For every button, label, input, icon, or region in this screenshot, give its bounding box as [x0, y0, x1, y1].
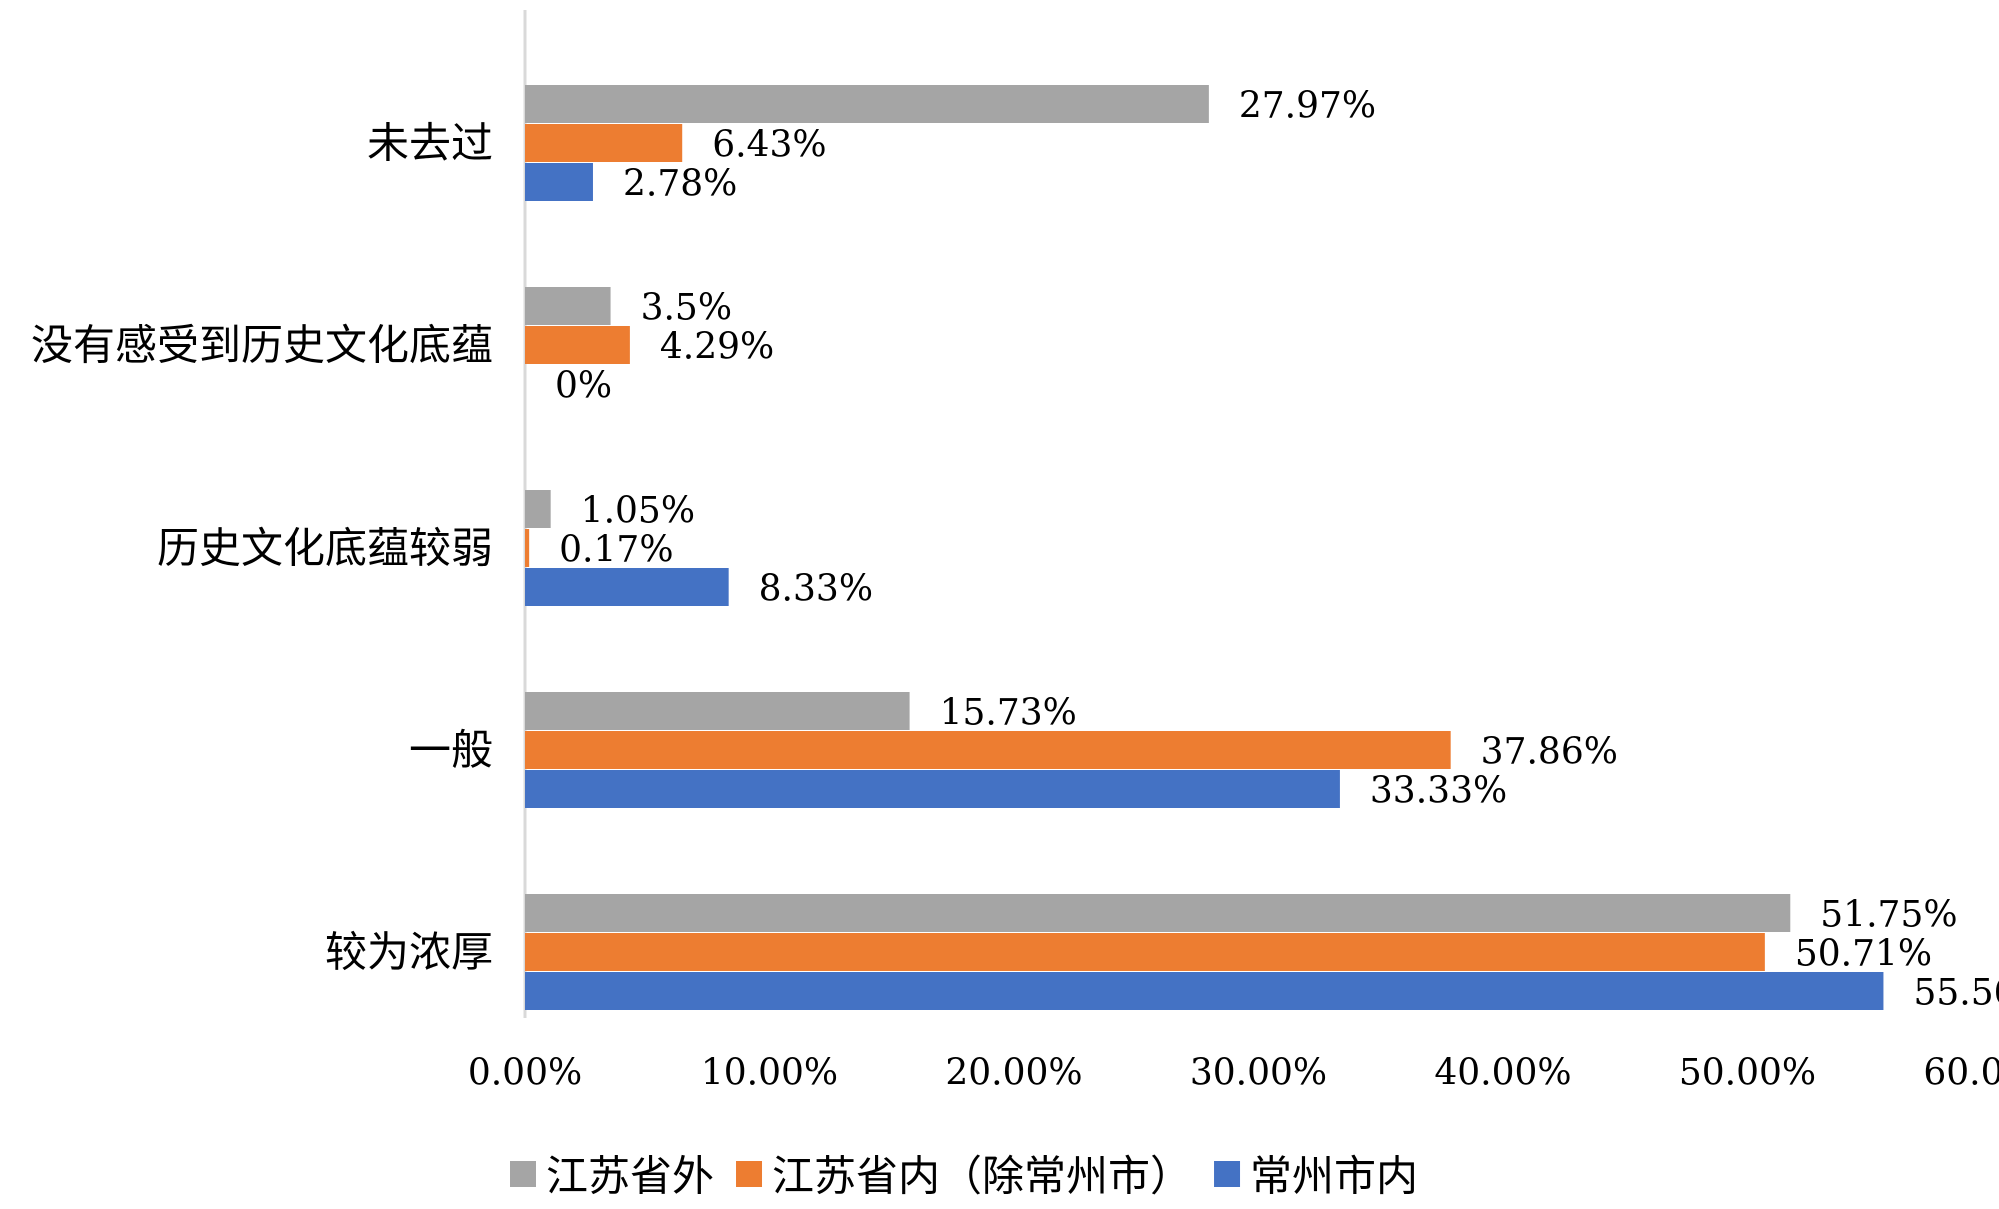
- category-label: 没有感受到历史文化底蕴: [31, 321, 493, 370]
- data-label: 3.5%: [641, 288, 732, 329]
- data-label: 4.29%: [660, 327, 774, 368]
- bar: [525, 933, 1765, 971]
- bar: [525, 972, 1884, 1010]
- category-label: 历史文化底蕴较弱: [157, 524, 493, 573]
- data-label: 8.33%: [759, 569, 873, 610]
- legend-label: 常州市内: [1250, 1152, 1418, 1201]
- bar: [525, 770, 1340, 808]
- data-label: 55.56%: [1913, 973, 1999, 1014]
- data-label: 50.71%: [1795, 934, 1932, 975]
- data-label: 6.43%: [712, 125, 826, 166]
- bar: [525, 529, 530, 567]
- data-labels-group: 27.97% 6.43%2.78% 3.5%4.29% 0% 1.05%0.17% 8.3…: [555, 86, 1999, 1014]
- bar: [525, 731, 1451, 769]
- x-tick-label: 20.00%: [945, 1053, 1082, 1094]
- category-label: 未去过: [367, 119, 493, 168]
- data-label: 27.97%: [1239, 86, 1376, 127]
- legend-label: 江苏省内（除常州市）: [772, 1152, 1192, 1201]
- legend-swatch: [1214, 1161, 1241, 1187]
- legend-swatch: [736, 1161, 763, 1187]
- bar: [525, 85, 1209, 123]
- bar: [525, 894, 1791, 932]
- data-label: 51.75%: [1820, 895, 1957, 936]
- bar: [525, 490, 551, 528]
- legend-label: 江苏省外: [546, 1152, 714, 1201]
- x-tick-label: 10.00%: [701, 1053, 838, 1094]
- x-tick-label: 0.00%: [468, 1053, 582, 1094]
- data-label: 0.17%: [559, 530, 673, 571]
- data-label: 2.78%: [623, 164, 737, 205]
- legend-swatch: [510, 1161, 536, 1187]
- x-axis-ticks-group: 0.00% 10.00% 20.00% 30.00% 40.00% 50.00% 60.00…: [468, 1053, 1999, 1094]
- data-label: 0%: [555, 366, 612, 407]
- category-label: 一般: [409, 726, 493, 775]
- bar: [525, 692, 910, 730]
- bars-group: [525, 85, 1884, 1010]
- category-label: 较为浓厚: [325, 928, 493, 977]
- x-tick-label: 30.00%: [1190, 1053, 1327, 1094]
- x-tick-label: 60.00%: [1923, 1053, 1999, 1094]
- x-tick-label: 50.00%: [1679, 1053, 1816, 1094]
- legend: 江苏省外 江苏省内（除常州市） 常州市内: [510, 1152, 1418, 1201]
- x-tick-label: 40.00%: [1434, 1053, 1571, 1094]
- bar: [525, 124, 683, 162]
- data-label: 15.73%: [940, 693, 1077, 734]
- data-label: 37.86%: [1481, 732, 1618, 773]
- bar: [525, 326, 630, 364]
- bar: [525, 287, 611, 325]
- bar: [525, 568, 729, 606]
- bar: [525, 163, 593, 201]
- data-label: 1.05%: [581, 491, 695, 532]
- data-label: 33.33%: [1370, 771, 1507, 812]
